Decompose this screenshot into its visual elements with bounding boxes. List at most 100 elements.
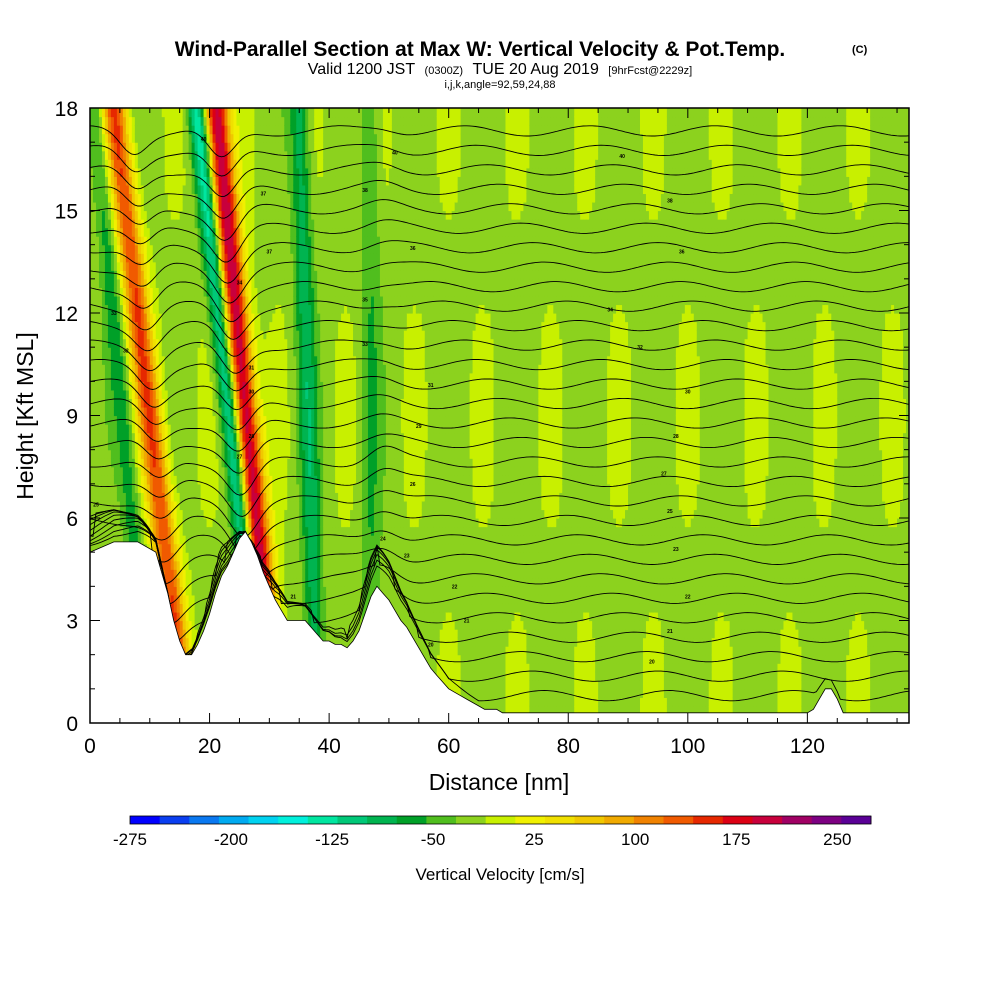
velocity-cell xyxy=(263,287,267,297)
velocity-cell xyxy=(173,355,178,365)
velocity-cell xyxy=(173,611,178,622)
velocity-cell xyxy=(164,253,169,263)
velocity-cell xyxy=(251,219,255,229)
velocity-cell xyxy=(149,108,154,118)
velocity-cell xyxy=(188,449,193,459)
velocity-cell xyxy=(224,108,229,118)
velocity-cell xyxy=(191,389,196,400)
velocity-cell xyxy=(143,330,148,340)
velocity-cell xyxy=(173,552,178,562)
velocity-cell xyxy=(197,389,202,400)
velocity-cell xyxy=(203,108,208,118)
velocity-cell xyxy=(131,150,136,160)
velocity-cell xyxy=(182,287,187,297)
velocity-cell xyxy=(212,441,217,451)
velocity-cell xyxy=(104,219,109,229)
velocity-cell xyxy=(254,398,258,408)
velocity-cell xyxy=(230,466,235,476)
velocity-cell xyxy=(131,535,136,545)
velocity-cell xyxy=(230,347,235,357)
velocity-cell xyxy=(146,210,151,220)
velocity-cell xyxy=(119,449,124,459)
velocity-cell xyxy=(218,193,223,203)
velocity-cell xyxy=(176,193,181,203)
velocity-cell xyxy=(230,518,235,528)
velocity-cell xyxy=(155,535,160,545)
velocity-cell xyxy=(128,201,133,212)
velocity-cell xyxy=(140,364,145,374)
velocity-cell xyxy=(275,483,279,493)
velocity-cell xyxy=(272,569,276,579)
velocity-cell xyxy=(155,287,160,297)
velocity-cell xyxy=(284,381,288,391)
velocity-cell xyxy=(245,526,250,536)
velocity-cell xyxy=(287,526,291,536)
velocity-cell xyxy=(218,406,223,417)
velocity-cell xyxy=(110,475,115,485)
velocity-cell xyxy=(167,253,172,263)
velocity-cell xyxy=(248,381,253,391)
velocity-cell xyxy=(191,253,196,263)
velocity-cell xyxy=(107,253,112,263)
velocity-cell xyxy=(218,287,223,297)
velocity-cell xyxy=(206,406,211,417)
velocity-cell xyxy=(197,330,202,340)
velocity-cell xyxy=(179,535,184,545)
velocity-cell xyxy=(152,253,157,263)
velocity-cell xyxy=(209,535,214,545)
velocity-cell xyxy=(203,586,208,596)
velocity-cell xyxy=(90,304,94,314)
velocity-cell xyxy=(287,125,291,135)
velocity-cell xyxy=(245,244,250,254)
velocity-cell xyxy=(293,184,297,195)
velocity-cell xyxy=(209,586,214,596)
velocity-cell xyxy=(164,364,169,374)
velocity-cell xyxy=(275,313,279,323)
velocity-cell xyxy=(92,201,97,212)
velocity-cell xyxy=(293,611,297,622)
velocity-cell xyxy=(182,313,187,323)
velocity-cell xyxy=(149,415,154,425)
velocity-cell xyxy=(104,398,109,408)
velocity-cell xyxy=(167,125,172,135)
velocity-cell xyxy=(191,193,196,203)
velocity-cell xyxy=(242,424,247,434)
velocity-cell xyxy=(284,526,288,536)
velocity-cell xyxy=(134,406,139,417)
velocity-cell xyxy=(95,347,100,357)
velocity-cell xyxy=(230,261,235,271)
velocity-cell xyxy=(230,415,235,425)
velocity-cell xyxy=(146,219,151,229)
velocity-cell xyxy=(161,176,166,186)
velocity-cell xyxy=(206,483,211,493)
velocity-cell xyxy=(167,321,172,331)
velocity-cell xyxy=(158,184,163,195)
velocity-cell xyxy=(98,509,103,519)
velocity-cell xyxy=(101,304,106,314)
velocity-cell xyxy=(95,543,100,553)
velocity-cell xyxy=(113,535,118,545)
velocity-cell xyxy=(161,125,166,135)
velocity-cell xyxy=(125,278,130,288)
velocity-cell xyxy=(233,116,238,126)
velocity-cell xyxy=(152,500,157,511)
velocity-cell xyxy=(284,603,288,613)
velocity-cell xyxy=(194,287,199,297)
velocity-cell xyxy=(236,219,241,229)
velocity-cell xyxy=(149,287,154,297)
velocity-cell xyxy=(107,535,112,545)
velocity-cell xyxy=(218,492,223,502)
velocity-cell xyxy=(155,142,160,152)
velocity-cell xyxy=(161,184,166,195)
velocity-cell xyxy=(188,150,193,160)
velocity-cell xyxy=(236,381,241,391)
velocity-cell xyxy=(224,355,229,365)
velocity-cell xyxy=(185,543,190,553)
velocity-cell xyxy=(164,167,169,177)
velocity-cell xyxy=(113,193,118,203)
velocity-cell xyxy=(236,415,241,425)
velocity-cell xyxy=(203,227,208,237)
velocity-cell xyxy=(212,569,217,579)
velocity-cell xyxy=(212,133,217,143)
velocity-cell xyxy=(146,406,151,417)
